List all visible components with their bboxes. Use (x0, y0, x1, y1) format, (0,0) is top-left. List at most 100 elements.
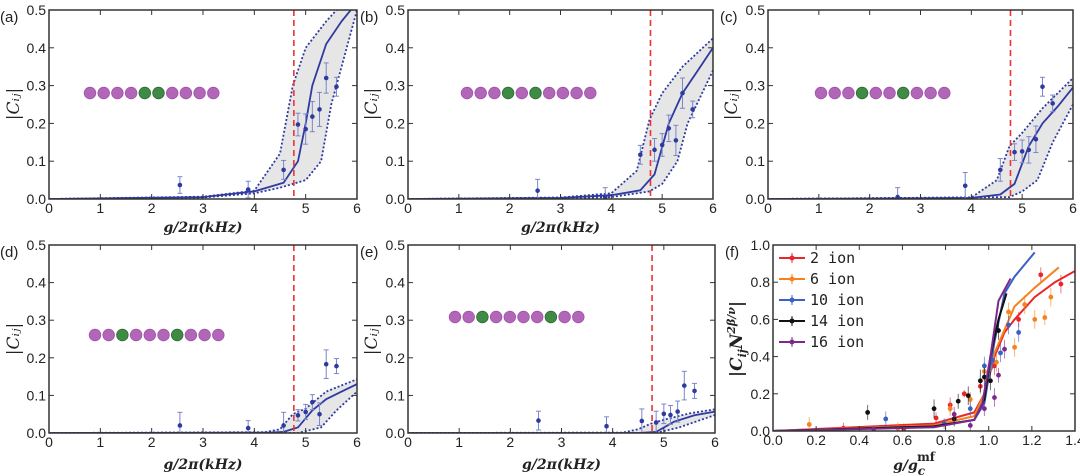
data-point (1050, 101, 1055, 106)
data-point (659, 142, 665, 148)
plot-frame (767, 9, 1074, 200)
panel-f: (f) 0.0 0.2 0.4 0.6 0.8 1.0 1.2 1.4 0.0 0.2 0.4 0.6 0… (725, 237, 1080, 476)
x-tick-label: 4 (250, 200, 258, 216)
y-axis-label: |Cᵢⱼ| (362, 323, 382, 355)
x-tick-label: 0 (404, 200, 412, 216)
y-tick-label: 0.2 (27, 350, 47, 366)
ion (198, 328, 211, 342)
legend-marker (789, 276, 795, 282)
x-tick-label: 0 (45, 200, 53, 216)
data-point (675, 409, 680, 414)
y-tick-label: 0.4 (386, 275, 406, 291)
data-point (653, 420, 659, 425)
data-point (638, 152, 643, 158)
x-tick-label: 1 (96, 434, 104, 450)
ion (124, 86, 138, 100)
ion (584, 86, 597, 100)
curve-16-ion (773, 278, 1012, 431)
x-axis-label: g/2π(kHz) (522, 457, 601, 473)
y-tick-label: 0.6 (751, 311, 771, 327)
x-axis-label: g/2π(kHz) (521, 220, 600, 236)
data-point (998, 350, 1003, 356)
x-tick-label: 3 (917, 200, 925, 216)
data-point (865, 410, 871, 415)
y-tick-label: 0.0 (386, 425, 406, 441)
data-point (947, 406, 953, 412)
ion-highlighted (116, 328, 129, 342)
data-point (310, 399, 315, 405)
ion (570, 86, 583, 100)
x-tick-label: 0 (45, 434, 53, 450)
x-label-sup: mf (917, 450, 936, 464)
x-tick-label: 4 (607, 200, 615, 216)
data-point (1042, 315, 1048, 320)
ion-chain (448, 310, 585, 324)
x-tick-label: 0 (404, 434, 412, 450)
ion-highlighted (501, 86, 515, 100)
data-point (988, 378, 993, 384)
data-point (177, 423, 183, 428)
x-tick-label: 6 (353, 434, 361, 450)
ion (515, 86, 529, 100)
x-tick-label: 5 (302, 434, 310, 450)
x-tick-label: 5 (302, 200, 310, 216)
legend-label: 6 ion (810, 270, 855, 288)
x-tick-label: 2 (506, 200, 514, 216)
ion (165, 86, 179, 100)
y-tick-label: 0.0 (386, 191, 406, 207)
ion (558, 310, 571, 324)
y-tick-label: 0.2 (751, 386, 771, 402)
data-point (245, 425, 251, 431)
x-tick-label: 6 (1069, 200, 1077, 216)
panel-label: (f) (725, 244, 739, 261)
data-point (895, 194, 900, 199)
data-point (281, 423, 286, 428)
data-point (955, 398, 961, 404)
plot-frame (48, 9, 358, 200)
data-point (652, 147, 657, 153)
x-tick-label: 1 (455, 434, 463, 450)
y-tick-label: 0.4 (746, 40, 766, 56)
data-point (245, 187, 251, 192)
ion (517, 310, 530, 324)
x-tick-label: 5 (658, 200, 666, 216)
y-axis-label: |CijN2β/ν| (725, 301, 749, 377)
panel-d: (d) 0 1 2 3 4 5 6 0.0 0.1 0.2 0.3 0.4 0.5 g/2π(kHz) |Cᵢ… (0, 237, 361, 473)
legend-label: 16 ion (810, 333, 864, 351)
ion (157, 328, 170, 342)
ion (883, 86, 896, 100)
y-tick-label: 0.3 (27, 78, 47, 94)
plot-area (49, 10, 357, 199)
x-tick-label: 0.0 (763, 432, 783, 448)
y-tick-label: 0.3 (386, 78, 406, 94)
data-point (1019, 149, 1025, 154)
x-tick-label: 4 (609, 434, 617, 450)
panel-b: (b) 0 1 2 3 4 5 6 0.0 0.1 0.2 0.3 0.4 0.5 g/2π(kHz) |Cᵢ… (360, 2, 717, 236)
data-point (1026, 147, 1032, 153)
data-point (317, 107, 322, 112)
y-tick-label: 0.5 (746, 2, 766, 18)
x-axis-label: g/2π(kHz) (163, 457, 242, 473)
plot-area (768, 10, 1073, 199)
ion (97, 86, 110, 100)
ion-highlighted (170, 328, 184, 342)
y-tick-label: 0.1 (27, 387, 47, 403)
data-point (317, 411, 322, 417)
ion (129, 328, 143, 342)
theory-curve (49, 10, 352, 199)
data-point (690, 107, 695, 112)
x-tick-label: 6 (709, 200, 717, 216)
y-tick-label: 0.0 (27, 425, 47, 441)
plot-frame (407, 9, 714, 200)
panel-label: (b) (360, 9, 378, 26)
data-point (1022, 302, 1028, 307)
theory-upper-bound (408, 408, 715, 433)
data-point (965, 393, 971, 399)
data-point (666, 126, 672, 131)
uncertainty-band (49, 379, 357, 433)
data-point (1048, 294, 1054, 300)
y-label-end: | (727, 301, 747, 307)
legend-marker (789, 297, 795, 303)
plot-area (408, 10, 713, 199)
